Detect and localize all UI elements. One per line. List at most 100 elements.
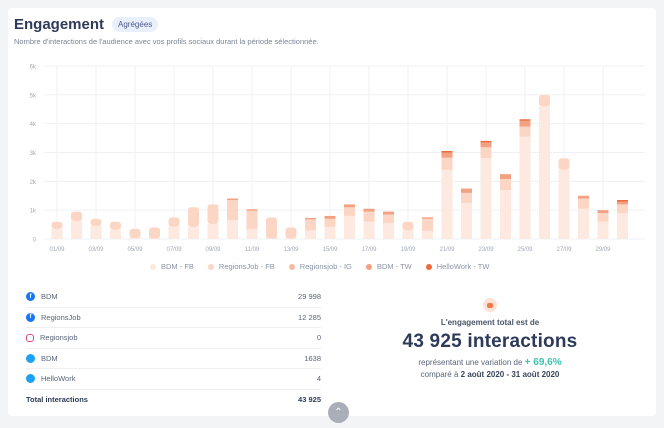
bar-segment-bdm-fb (422, 230, 433, 239)
bar-segment-regionsjob-fb (402, 221, 414, 231)
x-tick-label: 25/09 (517, 247, 533, 253)
x-tick-label: 19/09 (400, 247, 416, 253)
bar-segment-regionsjob-fb (363, 211, 375, 222)
y-tick-label: 1k (30, 209, 37, 215)
interaction-count: 29 998 (298, 292, 321, 302)
bar-segment-bdm-fb (363, 221, 375, 239)
bar-segment-regionsjob-fb (285, 227, 297, 239)
legend-item[interactable]: BDM - FB (150, 262, 194, 271)
y-tick-label: 0 (33, 238, 37, 244)
legend-item[interactable]: HelloWork - TW (425, 262, 490, 271)
bar-segment-regionsjob-fb (519, 126, 531, 137)
legend-swatch (150, 263, 156, 270)
x-tick-label: 05/09 (127, 247, 143, 253)
twitter-icon (26, 374, 35, 384)
bar-segment-bdm-tw (500, 174, 511, 180)
bar-segment-bdm-tw (324, 215, 336, 219)
y-tick-label: 3k (30, 151, 37, 157)
bar-segment-regionsjob-fb (480, 147, 492, 159)
bar-segment-bdm-fb (519, 136, 531, 239)
legend-swatch (425, 263, 432, 270)
x-tick-label: 23/09 (478, 247, 494, 253)
y-tick-label: 6k (30, 65, 37, 71)
bar-segment-hellowork-tw (480, 140, 492, 143)
interaction-count: 0 (316, 333, 321, 343)
bar-segment-bdm-fb (461, 202, 472, 239)
network-table: f BDM 29 998 f RegionsJob 12 285 Regionsjob 0 BD… (26, 287, 321, 409)
legend-label: BDM - FB (161, 262, 194, 271)
total-row: Total interactions 43 925 (26, 390, 321, 410)
bar-segment-bdm-tw (383, 211, 394, 215)
table-row: f BDM 29 998 (26, 287, 321, 308)
subtitle: Nombre d'interactions de l'audience avec… (14, 37, 319, 46)
bar-segment-regionsjob-fb (246, 210, 258, 229)
bar-segment-regionsjob-fb (344, 207, 355, 216)
bar-segment-regionsjob-fb (110, 221, 121, 230)
bar-segment-bdm-fb (246, 228, 258, 239)
bar-segment-bdm-fb (168, 226, 180, 239)
bar-segment-bdm-fb (597, 221, 609, 239)
y-tick-label: 5k (30, 93, 37, 99)
bar-segment-bdm-tw (441, 152, 453, 158)
row-label: f BDM (26, 292, 58, 302)
legend-label: HelloWork - TW (436, 262, 490, 271)
bar-segment-regionsjob-fb (305, 219, 316, 231)
interaction-count: 4 (316, 374, 321, 384)
bar-segment-regionsjob-fb (149, 227, 160, 239)
table-row: Regionsjob 0 (26, 328, 321, 349)
x-tick-label: 11/09 (245, 247, 260, 253)
bar-segment-regionsjob-fb (207, 204, 219, 225)
bar-segment-hellowork-tw (617, 200, 628, 202)
summary-total: 43 925 interactions (402, 331, 578, 352)
bar-segment-bdm-tw (363, 208, 375, 212)
bar-segment-bdm-fb (441, 169, 453, 239)
bar-segment-regionsjob-fb (266, 217, 277, 239)
summary-compare: comparé à 2 août 2020 - 31 août 2020 (360, 370, 620, 379)
bar-segment-bdm-tw (480, 142, 492, 148)
bar-segment-regionsjob-fb (227, 200, 238, 221)
x-tick-label: 07/09 (166, 247, 182, 253)
x-tick-label: 17/09 (361, 247, 377, 253)
facebook-icon: f (26, 292, 35, 302)
profile-name: Regionsjob (40, 333, 78, 343)
profile-name: RegionsJob (41, 312, 81, 322)
legend-item[interactable]: RegionsJob - FB (207, 262, 275, 271)
table-row: HelloWork 4 (26, 369, 321, 390)
bar-segment-bdm-tw (305, 217, 316, 220)
x-tick-label: 29/09 (595, 247, 611, 253)
x-tick-label: 09/09 (205, 247, 221, 253)
bar-segment-regionsjob-fb (539, 94, 550, 107)
bar-segment-bdm-fb (500, 189, 511, 239)
legend-item[interactable]: BDM - TW (365, 262, 412, 271)
x-tick-label: 21/09 (439, 247, 455, 253)
profile-name: BDM (41, 292, 58, 302)
table-row: BDM 1638 (26, 349, 321, 369)
bar-segment-bdm-tw (617, 201, 628, 205)
collapse-button[interactable]: ⌃ (328, 402, 349, 423)
bar-segment-bdm-fb (207, 224, 219, 239)
bar-segment-hellowork-tw (441, 151, 453, 153)
bar-segment-bdm-fb (402, 230, 414, 239)
table-row: f RegionsJob 12 285 (26, 308, 321, 328)
bar-segment-regionsjob-fb (188, 207, 199, 227)
bar-segment-bdm-fb (617, 213, 628, 239)
page-title: Engagement (14, 16, 105, 33)
profile-name: BDM (41, 353, 58, 363)
legend-swatch (365, 263, 372, 270)
bar-segment-regionsjob-fb (558, 158, 570, 170)
total-value: 43 925 (298, 394, 321, 404)
bar-segment-regionsjob-fb (617, 204, 628, 214)
bar-segment-bdm-fb (90, 226, 102, 239)
bar-segment-bdm-fb (578, 208, 589, 239)
legend-item[interactable]: Regionsjob - IG (288, 262, 352, 271)
legend-swatch (207, 263, 214, 270)
row-label: f RegionsJob (26, 312, 81, 322)
interaction-count: 12 285 (298, 312, 321, 322)
row-label: BDM (26, 353, 58, 363)
chat-bubble-icon (483, 298, 497, 312)
bar-segment-bdm-tw (578, 195, 589, 199)
bar-segment-bdm-tw (344, 204, 355, 208)
header: Engagement Agrégées (14, 16, 159, 33)
variation-prefix: représentant une variation de (418, 358, 523, 367)
bar-segment-bdm-fb (110, 229, 121, 239)
